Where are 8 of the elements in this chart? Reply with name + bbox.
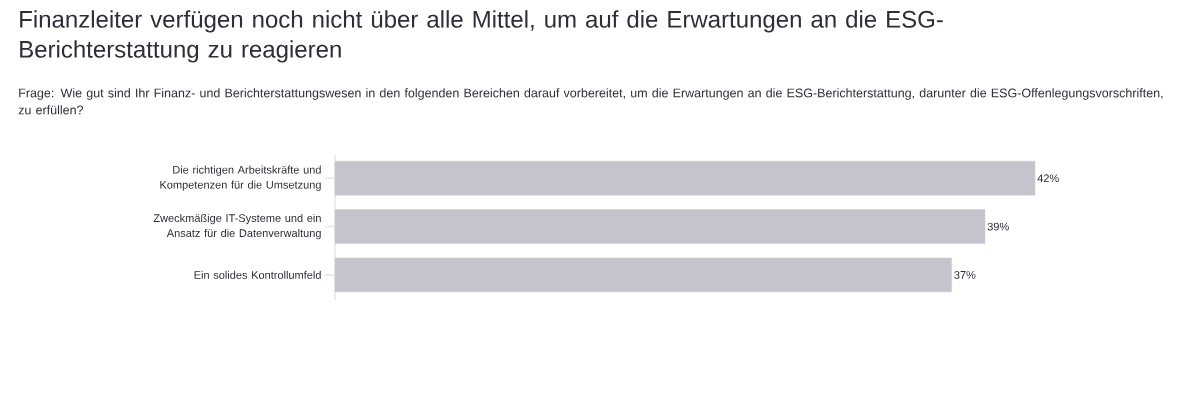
data-label: 39% bbox=[987, 222, 1009, 231]
data-label: 42% bbox=[1037, 174, 1059, 183]
chart-subtitle: Frage: Wie gut sind Ihr Finanz- und Berichterstattungswesen in den folgenden Bereichen darauf vorbereitet, um die Erwartungen an die ESG-Berichterstattung, darunter die ESG-Offenlegungsvorschriften, zu erfüllen? bbox=[18, 88, 1163, 115]
y-tick-label: Die richtigen Arbeitskräfte und Kompetenzen für die Umsetzung bbox=[160, 165, 321, 191]
chart-title: Finanzleiter verfügen noch nicht über alle Mittel, um auf die Erwartungen an die ESG-Berichterstattung zu reagieren bbox=[20, 10, 943, 63]
y-tick-label: Zweckmäßige IT-Systeme und ein Ansatz für die Datenverwaltung bbox=[153, 213, 321, 240]
y-tick-label: Ein solides Kontrollumfeld bbox=[194, 270, 321, 279]
data-label: 37% bbox=[954, 270, 976, 279]
